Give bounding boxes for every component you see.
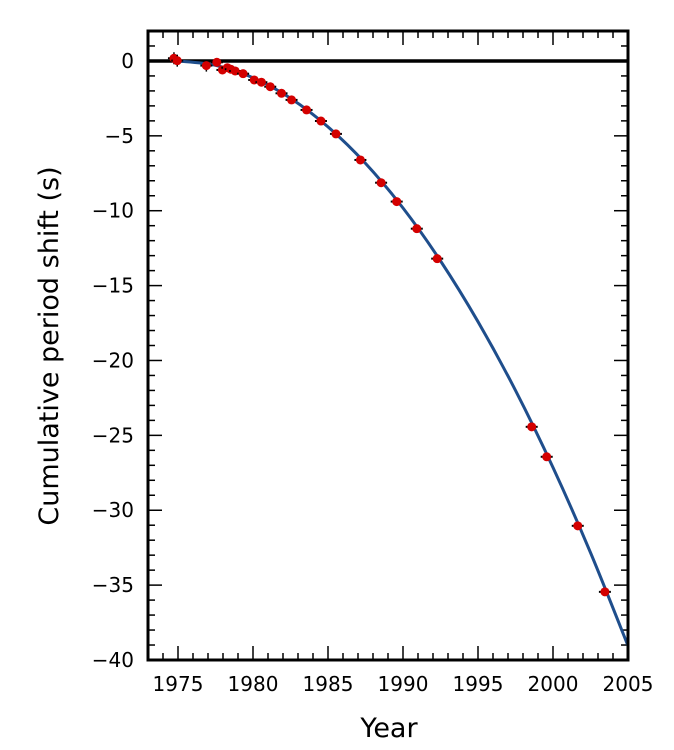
x-tick-label: 1980 <box>228 672 279 696</box>
data-point <box>355 155 365 165</box>
data-point <box>287 95 297 105</box>
x-tick-label: 1985 <box>303 672 354 696</box>
x-tick-label: 1975 <box>153 672 204 696</box>
data-point <box>277 88 286 98</box>
y-tick-label: −15 <box>92 274 134 298</box>
x-tick-labels: 1975 1980 1985 1990 1995 2000 2005 <box>153 672 654 696</box>
x-tick-label: 1990 <box>378 672 429 696</box>
data-point <box>527 422 537 432</box>
data-point <box>392 197 402 207</box>
data-point <box>172 56 182 66</box>
data-point <box>238 69 248 79</box>
x-tick-label: 2005 <box>603 672 654 696</box>
data-point <box>600 587 610 597</box>
data-point <box>412 224 422 234</box>
y-tick-label: 0 <box>121 49 134 73</box>
data-point <box>316 116 326 126</box>
data-point <box>331 129 341 139</box>
fit-curve-line <box>177 59 630 647</box>
y-tick-label: −40 <box>92 648 134 672</box>
x-tick-label: 1995 <box>453 672 504 696</box>
y-tick-label: −25 <box>92 423 134 447</box>
y-axis-title: Cumulative period shift (s) <box>34 166 65 525</box>
y-tick-label: −30 <box>92 498 134 522</box>
axis-ticks <box>147 30 629 661</box>
plot-frame <box>146 29 630 662</box>
data-point <box>212 57 222 67</box>
y-tick-label: −10 <box>92 199 134 223</box>
data-point <box>542 452 552 462</box>
data-point <box>201 61 211 71</box>
data-point <box>256 77 266 87</box>
fit-curve <box>177 59 630 647</box>
y-tick-label: −5 <box>105 124 134 148</box>
data-point <box>573 521 583 531</box>
x-axis-title: Year <box>359 713 418 744</box>
data-points <box>167 52 611 597</box>
y-tick-label: −20 <box>92 348 134 372</box>
data-point <box>302 105 312 115</box>
data-point <box>432 254 442 264</box>
y-tick-labels: 0 −5 −10 −15 −20 −25 −30 −35 −40 <box>92 49 134 672</box>
data-point <box>265 82 275 92</box>
data-point <box>376 178 386 188</box>
x-tick-label: 2000 <box>528 672 579 696</box>
y-tick-label: −35 <box>92 573 134 597</box>
